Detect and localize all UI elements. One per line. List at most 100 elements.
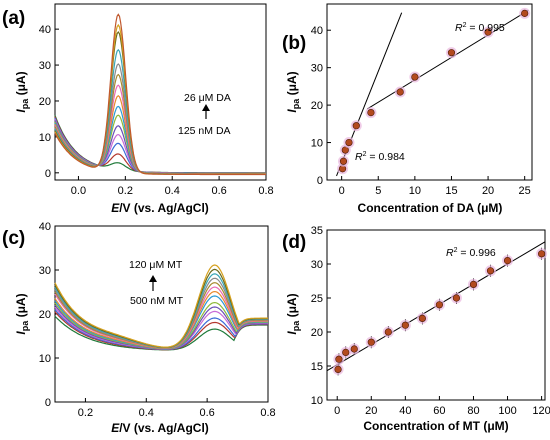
panel-b-ticks: 0 5 10 15 20 25 0 10 20 30 40 bbox=[311, 25, 531, 197]
panel-d-point bbox=[503, 257, 512, 265]
panel-b-point bbox=[447, 49, 456, 57]
panel-b-fit-line-1 bbox=[367, 9, 529, 110]
panel-a-curve-12 bbox=[54, 30, 266, 175]
panel-b-xtick-label: 20 bbox=[482, 185, 494, 197]
panel-d-label: (d) bbox=[282, 232, 306, 253]
panel-a-ticks: 0.0 0.2 0.4 0.6 0.8 0 10 20 30 40 bbox=[39, 24, 274, 197]
panel-c-xlabel: E/V (vs. Ag/AgCl) bbox=[111, 421, 209, 435]
panel-b-point bbox=[396, 88, 404, 96]
panel-c-ticks: 0.2 0.4 0.6 0.8 0 10 20 30 40 bbox=[39, 221, 276, 419]
panel-b: (b) 0 5 10 15 20 25 0 10 20 30 40 R2 = 0.995 R2 = … bbox=[282, 3, 533, 215]
panel-a-ytick-label: 10 bbox=[39, 132, 51, 144]
panel-a-xlabel: E/V (vs. Ag/AgCl) bbox=[111, 201, 209, 215]
panel-b-xtick-label: 5 bbox=[375, 185, 381, 197]
panel-b-ytick-label: 30 bbox=[311, 63, 323, 75]
panel-b-ytick-label: 0 bbox=[317, 175, 323, 187]
panel-d-ytick-label: 30 bbox=[311, 259, 323, 271]
panel-b-point bbox=[484, 28, 492, 36]
panel-c: (c) 0.2 0.4 0.6 0.8 0 10 20 30 40 120 μM MT 500 … bbox=[2, 221, 276, 435]
panel-b-point bbox=[339, 157, 348, 165]
panel-a-annotation-bottom: 125 nM DA bbox=[178, 125, 231, 137]
panel-d-point bbox=[350, 345, 358, 353]
panel-b-ytick-label: 40 bbox=[311, 25, 323, 37]
panel-d-point bbox=[342, 348, 350, 357]
panel-d-point bbox=[486, 267, 495, 275]
panel-a-plot-frame bbox=[54, 3, 267, 181]
panel-c-ytick-label: 10 bbox=[39, 353, 51, 365]
panel-a-arrow-up-icon bbox=[202, 104, 210, 111]
panel-b-xlabel: Concentration of DA (μM) bbox=[358, 201, 503, 215]
panel-a-curve-10 bbox=[54, 63, 266, 175]
panel-b-point bbox=[341, 146, 349, 154]
panel-c-annotation-top: 120 μM MT bbox=[129, 259, 183, 271]
panel-b-r2-high: R2 = 0.995 bbox=[455, 22, 505, 34]
panel-a-xtick-label: 0.4 bbox=[165, 185, 180, 197]
panel-c-ytick-label: 20 bbox=[39, 309, 51, 321]
panel-a-curve-11 bbox=[54, 48, 266, 175]
panel-d-xtick-label: 40 bbox=[399, 405, 411, 417]
panel-b-plot-frame bbox=[326, 3, 533, 181]
panel-b-point bbox=[367, 108, 375, 117]
panel-d-xtick-label: 100 bbox=[498, 405, 516, 417]
panel-d-ytick-label: 20 bbox=[311, 327, 323, 339]
panel-d-points bbox=[332, 247, 548, 376]
panel-a-xtick-label: 0.0 bbox=[71, 185, 86, 197]
panel-b-point bbox=[345, 138, 353, 147]
panel-c-curves bbox=[54, 264, 268, 351]
panel-c-arrow-up-icon bbox=[149, 275, 157, 282]
panel-b-xtick-label: 15 bbox=[445, 185, 457, 197]
panel-a-curve-13 bbox=[54, 23, 266, 175]
panel-a-ytick-label: 30 bbox=[39, 60, 51, 72]
panel-b-point bbox=[352, 122, 360, 130]
panel-d-ticks: 0 20 40 60 80 100 120 10 15 20 25 30 35 bbox=[311, 225, 550, 417]
panel-d-plot-frame bbox=[326, 229, 546, 401]
panel-d-point bbox=[335, 355, 343, 363]
panel-d-point bbox=[384, 328, 392, 336]
panel-b-xtick-label: 0 bbox=[339, 185, 345, 197]
panel-c-curve-13 bbox=[54, 264, 268, 348]
panel-c-xtick-label: 0.4 bbox=[139, 407, 154, 419]
panel-d-ytick-label: 10 bbox=[311, 395, 323, 407]
panel-d-xtick-label: 0 bbox=[334, 405, 340, 417]
panel-b-label: (b) bbox=[282, 33, 306, 54]
panel-d-point bbox=[537, 250, 546, 258]
panel-d-ylabel: Ipa (μA) bbox=[285, 293, 301, 334]
panel-d-ytick-label: 15 bbox=[311, 361, 323, 373]
panel-b-ytick-label: 10 bbox=[311, 138, 323, 150]
panel-a-ytick-label: 40 bbox=[39, 24, 51, 36]
panel-a-label: (a) bbox=[2, 8, 25, 29]
panel-c-label: (c) bbox=[2, 228, 25, 249]
panel-d-xtick-label: 60 bbox=[433, 405, 445, 417]
panel-d-point bbox=[469, 280, 478, 289]
panel-b-xtick-label: 10 bbox=[409, 185, 421, 197]
panel-c-ylabel: Ipa (μA) bbox=[14, 293, 30, 334]
panel-b-r2-low: R2 = 0.984 bbox=[355, 151, 405, 163]
panel-c-xtick-label: 0.2 bbox=[78, 407, 93, 419]
panel-b-point bbox=[411, 73, 419, 81]
panel-a-xtick-label: 0.2 bbox=[118, 185, 133, 197]
panel-d: (d) 0 20 40 60 80 100 120 10 15 20 25 30 35 R2 = 0.9… bbox=[282, 225, 550, 433]
panel-c-ytick-label: 30 bbox=[39, 265, 51, 277]
panel-d-r2: R2 = 0.996 bbox=[446, 247, 496, 259]
panel-c-xtick-label: 0.8 bbox=[260, 407, 275, 419]
panel-d-point bbox=[435, 301, 444, 309]
panel-d-point bbox=[367, 338, 375, 346]
panel-d-xtick-label: 120 bbox=[532, 405, 550, 417]
panel-b-ylabel: Ipa (μA) bbox=[285, 71, 301, 112]
panel-d-xlabel: Concentration of MT (μM) bbox=[363, 419, 508, 433]
panel-a-curve-14 bbox=[54, 13, 266, 176]
panel-b-point bbox=[521, 9, 529, 17]
panel-a-xtick-label: 0.8 bbox=[258, 185, 273, 197]
panel-a-ytick-label: 0 bbox=[45, 168, 51, 180]
panel-d-xtick-label: 80 bbox=[467, 405, 479, 417]
panel-d-point bbox=[452, 294, 461, 302]
panel-c-xtick-label: 0.6 bbox=[199, 407, 214, 419]
panel-a-ylabel: Ipa (μA) bbox=[14, 71, 30, 112]
panel-c-ytick-label: 40 bbox=[39, 221, 51, 233]
panel-a-ytick-label: 20 bbox=[39, 96, 51, 108]
panel-d-point bbox=[401, 321, 409, 329]
panel-b-ytick-label: 20 bbox=[311, 100, 323, 112]
panel-a: (a) 0.0 0.2 0.4 0.6 0.8 0 10 20 30 40 26 μM DA 12… bbox=[2, 3, 274, 215]
panel-d-ytick-label: 35 bbox=[311, 225, 323, 237]
